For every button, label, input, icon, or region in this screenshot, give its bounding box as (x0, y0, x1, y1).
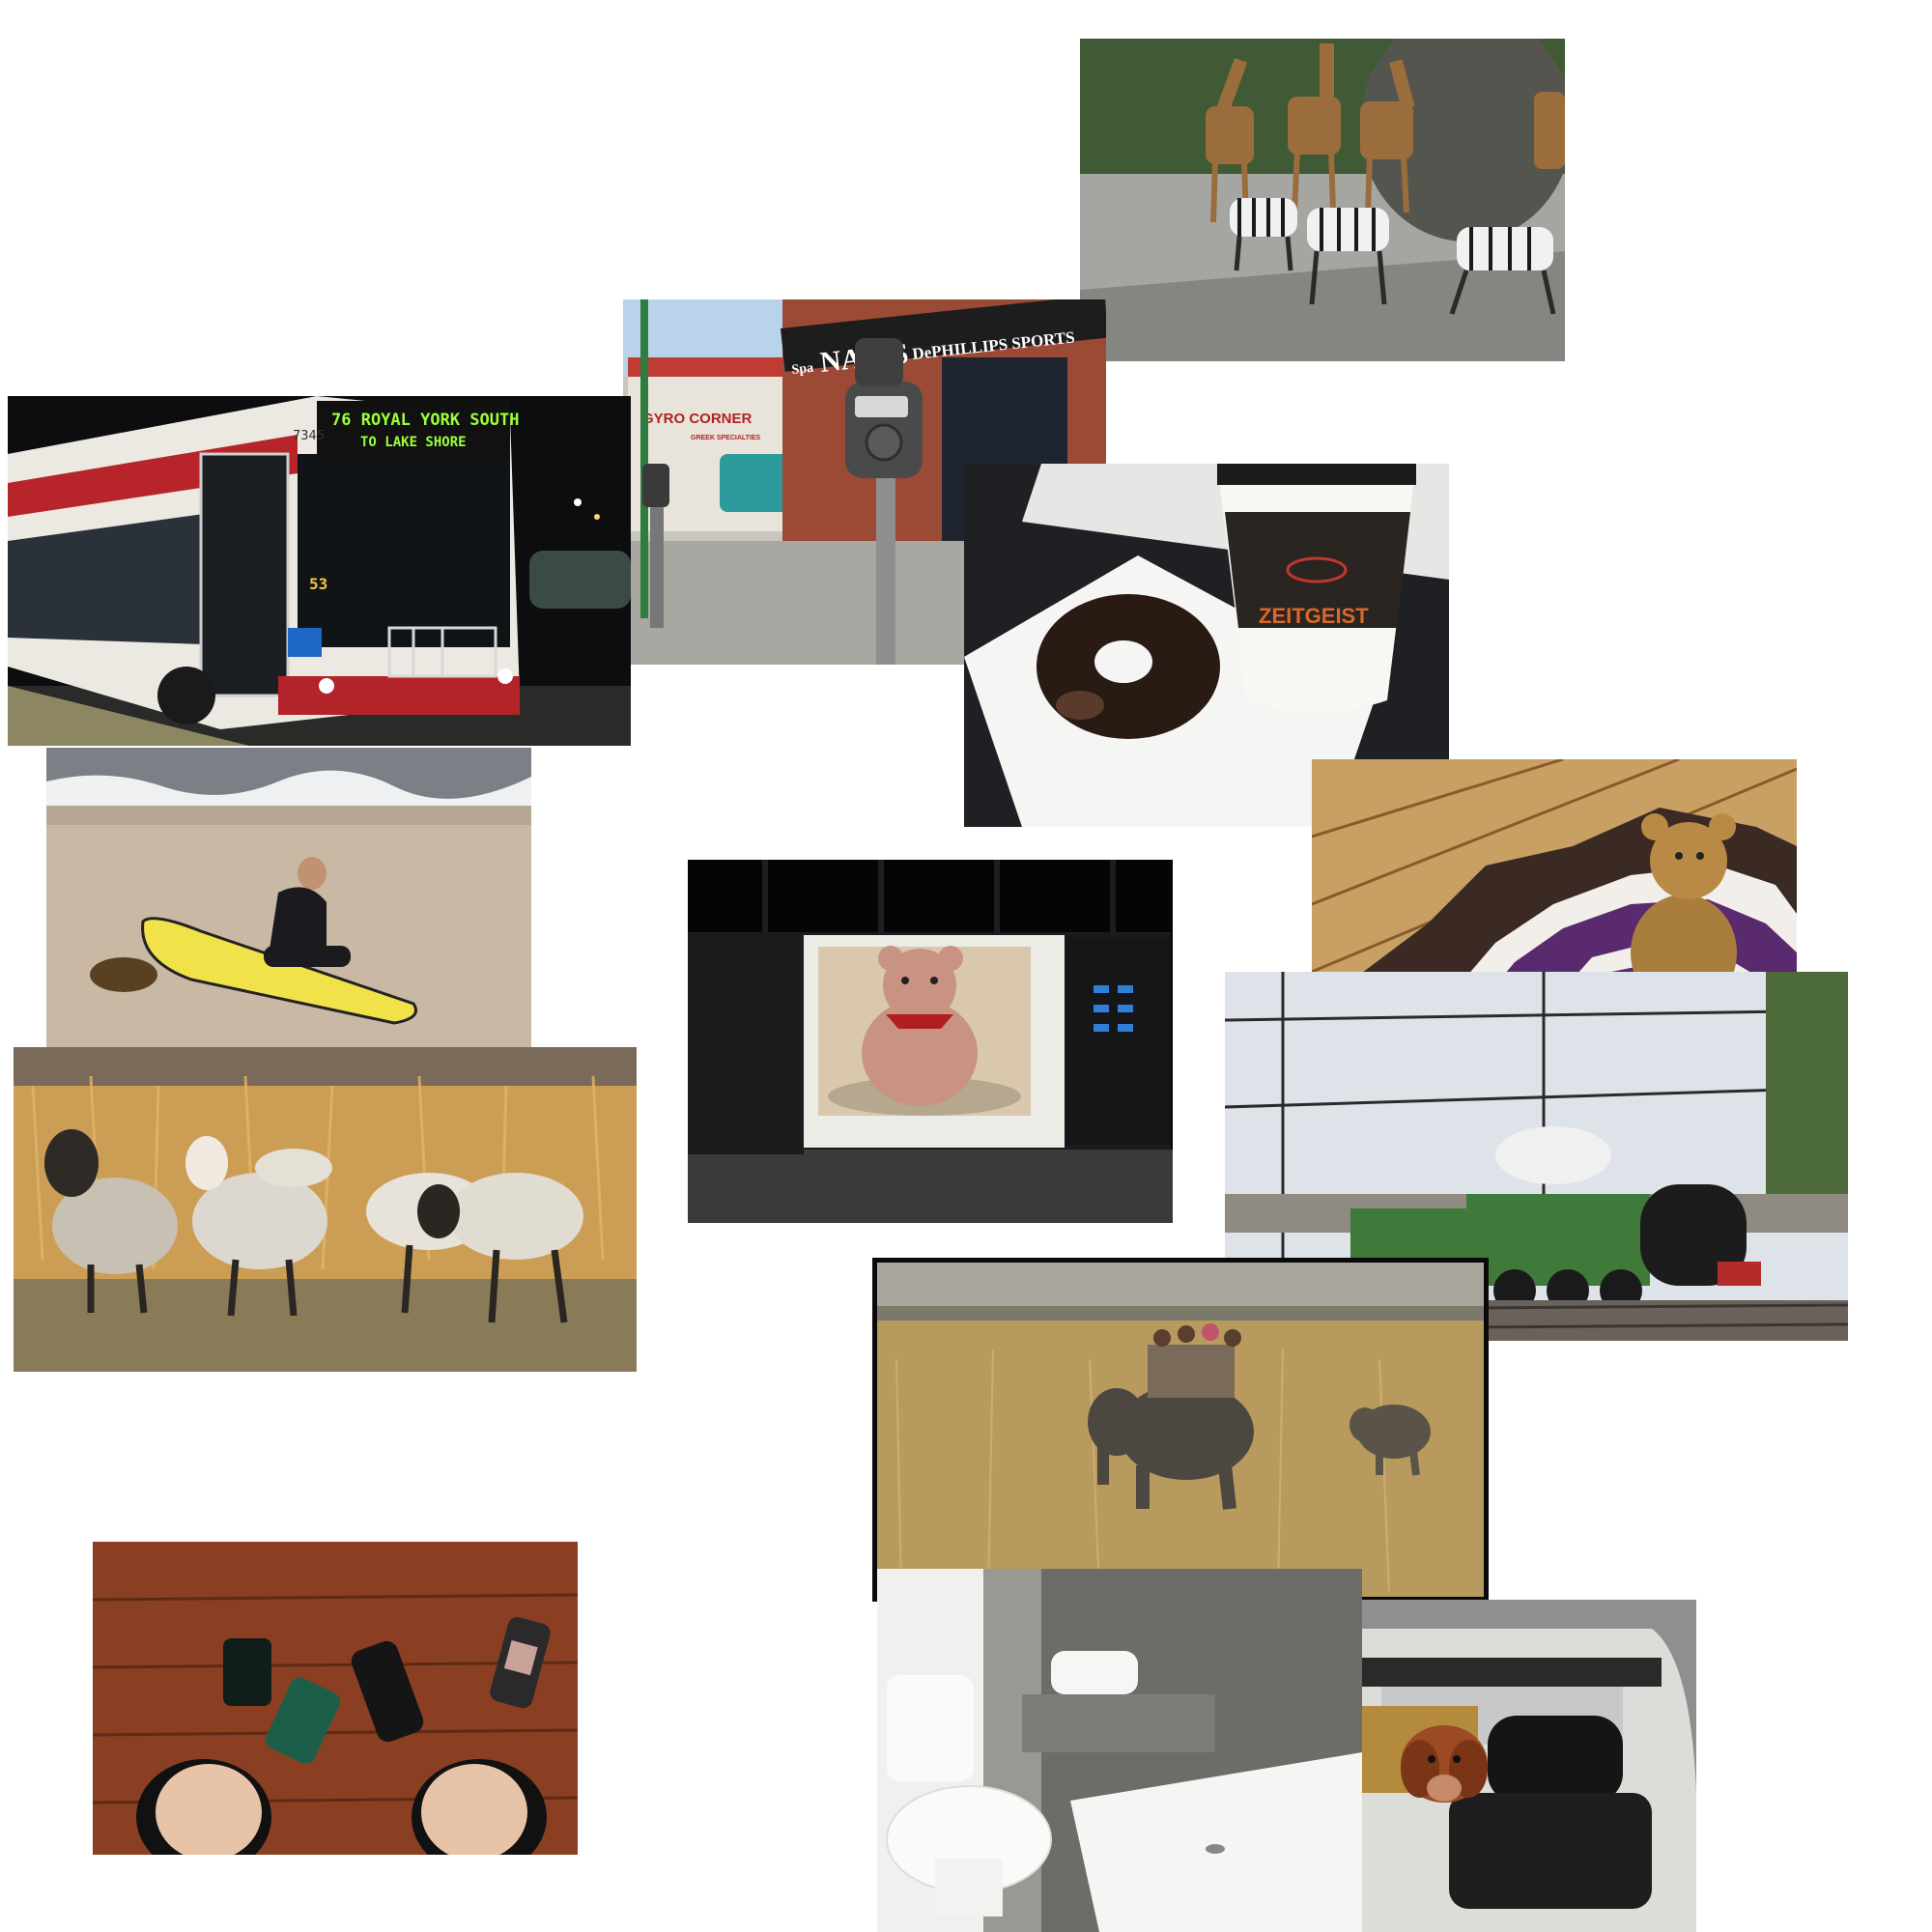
photo-elephant-safari (872, 1258, 1489, 1602)
photo-sheep-field (14, 1047, 637, 1372)
photo-bathroom-toilet (877, 1569, 1362, 1932)
photo-zoo-giraffes-zebras (1080, 39, 1565, 361)
bus-destination-line2: TO LAKE SHORE (360, 435, 467, 450)
coffee-cup: ZEITGEIST (1217, 464, 1416, 713)
car-seat (1449, 1716, 1652, 1909)
phones (223, 1617, 551, 1764)
bus-side-route: 53 (309, 575, 327, 593)
greek-specialties-sign: GREEK SPECIALTIES (691, 435, 761, 441)
bus-fleet-number: 7345 (293, 429, 325, 443)
toilet (886, 1675, 1052, 1917)
dog (1401, 1725, 1488, 1803)
spa-sign: Spa (791, 361, 814, 378)
cup-brand: ZEITGEIST (1259, 604, 1369, 628)
photo-feet-phones (93, 1542, 578, 1855)
feet-flip-flops (136, 1759, 547, 1855)
photo-microwave-teddy (688, 860, 1173, 1223)
elephant-with-riders (1088, 1323, 1254, 1510)
surfboard (141, 917, 417, 1025)
gyro-corner-sign: GYRO CORNER (642, 411, 753, 427)
surfer (264, 857, 351, 967)
teddy-bear (862, 946, 978, 1106)
elephant-calf (1350, 1405, 1431, 1476)
photo-dog-convertible (1362, 1600, 1696, 1932)
donut (1037, 594, 1220, 739)
photo-beach-surfboard (46, 748, 531, 1047)
bus-destination-line1: 76 ROYAL YORK SOUTH (331, 411, 519, 430)
photo-city-bus-night: 76 ROYAL YORK SOUTH TO LAKE SHORE 7345 5… (8, 396, 631, 746)
sheep-flock (44, 1129, 583, 1323)
